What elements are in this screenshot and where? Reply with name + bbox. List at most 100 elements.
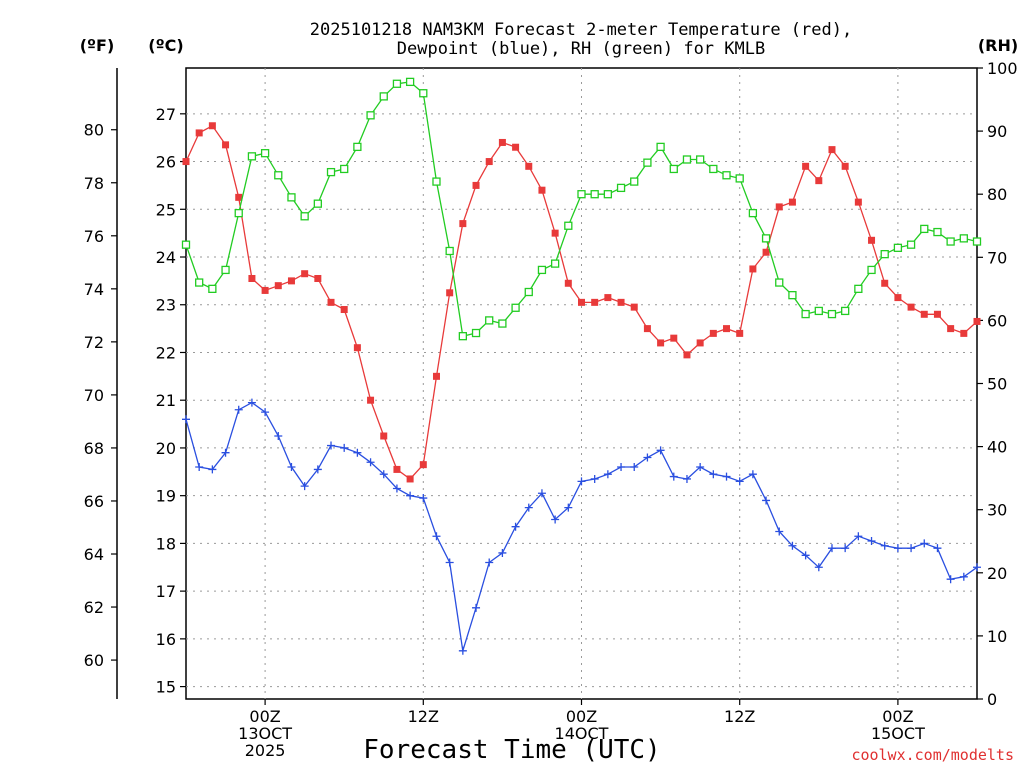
dewpoint-point (959, 572, 968, 581)
rh-point (274, 171, 283, 180)
rh-point (300, 212, 309, 221)
dewpoint-point (762, 496, 771, 505)
rh-point (577, 190, 586, 199)
dewpoint-point (208, 465, 217, 474)
dewpoint-point (775, 527, 784, 536)
rh-point (313, 199, 322, 208)
f-tick-label: 60 (84, 651, 104, 670)
temperature-point (894, 294, 902, 302)
rh-point (405, 77, 415, 87)
dewpoint-point (577, 477, 586, 486)
rh-point (893, 243, 903, 252)
dewpoint-point (458, 646, 467, 655)
temperature-point (208, 122, 216, 130)
rh-point (511, 303, 520, 312)
temperature-point (841, 162, 849, 170)
dewpoint-point (867, 537, 876, 546)
dewpoint-point (590, 474, 599, 483)
dewpoint-point (392, 484, 401, 493)
temperature-point (920, 310, 928, 318)
rh-point (287, 193, 296, 202)
rh-point (920, 224, 929, 234)
rh-point (366, 111, 375, 120)
dewpoint-point (551, 515, 560, 524)
rh-point (722, 171, 731, 180)
temperature-point (775, 203, 783, 211)
dewpoint-point (814, 563, 823, 572)
dewpoint-point (182, 415, 190, 424)
f-tick-label: 74 (84, 280, 104, 299)
rh-point (761, 234, 771, 243)
dewpoint-point (261, 408, 270, 417)
rh-point (603, 190, 613, 199)
rh-tick-label: 40 (987, 438, 1007, 457)
rh-tick-label: 20 (987, 564, 1007, 583)
temperature-point (578, 298, 585, 306)
temperature-point (670, 334, 678, 342)
time-tick-label: 00Z (882, 707, 913, 726)
rh-point (972, 237, 982, 246)
f-tick-label: 68 (84, 439, 104, 458)
c-tick-label: 27 (156, 105, 176, 124)
dewpoint-point (340, 443, 349, 452)
c-tick-label: 19 (156, 487, 176, 506)
f-tick-label: 78 (84, 174, 104, 193)
f-tick-label: 72 (84, 333, 104, 352)
rh-point (709, 164, 718, 174)
temperature-point (933, 310, 941, 318)
dewpoint-point (524, 503, 533, 512)
chart-title-line1: 2025101218 NAM3KM Forecast 2-meter Tempe… (310, 20, 852, 40)
temperature-point (512, 143, 520, 151)
rh-unit-label: (RH) (978, 36, 1018, 55)
rh-point (906, 240, 916, 249)
series-layer (181, 77, 982, 655)
time-tick-label: 12Z (408, 707, 439, 726)
dewpoint-point (498, 548, 507, 557)
rh-point (814, 306, 823, 316)
rh-point (643, 158, 652, 167)
rh-point (379, 92, 388, 101)
rh-tick-label: 10 (987, 627, 1007, 646)
rh-tick-label: 90 (987, 122, 1007, 141)
temperature-point (551, 229, 559, 237)
temperature-point (749, 265, 757, 273)
c-tick-label: 22 (156, 343, 176, 362)
c-tick-label: 26 (156, 153, 176, 172)
f-tick-label: 66 (84, 492, 104, 511)
rh-point (775, 278, 784, 287)
temperature-point (657, 339, 665, 347)
c-tick-label: 21 (156, 391, 176, 410)
rh-point (669, 164, 678, 174)
dewpoint-point (735, 477, 744, 486)
temperature-point (868, 236, 876, 244)
dewpoint-point (511, 522, 520, 531)
rh-point (867, 265, 876, 275)
grid-lines (186, 68, 977, 699)
dewpoint-point (827, 544, 836, 553)
rh-point (590, 190, 599, 199)
f-tick-label: 70 (84, 386, 104, 405)
dewpoint-point (274, 432, 283, 441)
rh-point (682, 155, 692, 164)
f-tick-label: 62 (84, 598, 104, 617)
rh-tick-label: 0 (987, 690, 997, 709)
rh-point (445, 246, 454, 256)
dewpoint-point (643, 453, 652, 462)
temperature-point (182, 158, 190, 166)
temperature-point (393, 465, 401, 473)
dewpoint-point (973, 563, 981, 572)
temperature-point (788, 198, 796, 206)
rh-point (537, 265, 547, 275)
dewpoint-point (313, 465, 322, 474)
dewpoint-point (854, 532, 863, 541)
temperature-point (380, 432, 388, 440)
temperature-point (327, 298, 335, 306)
temperature-point (538, 186, 546, 194)
f-tick-label: 76 (84, 227, 104, 246)
dewpoint-point (603, 470, 612, 479)
rh-point (748, 208, 758, 218)
series-temperature (182, 122, 981, 483)
dewpoint-point (933, 544, 942, 553)
rh-tick-label: 80 (987, 185, 1007, 204)
